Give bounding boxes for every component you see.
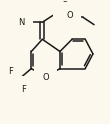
Text: F: F [8, 67, 13, 76]
Text: N: N [18, 18, 25, 27]
Text: O: O [62, 1, 68, 10]
Text: F: F [21, 85, 26, 94]
Text: F: F [12, 85, 17, 94]
Text: O: O [42, 73, 49, 82]
Text: O: O [67, 11, 73, 20]
